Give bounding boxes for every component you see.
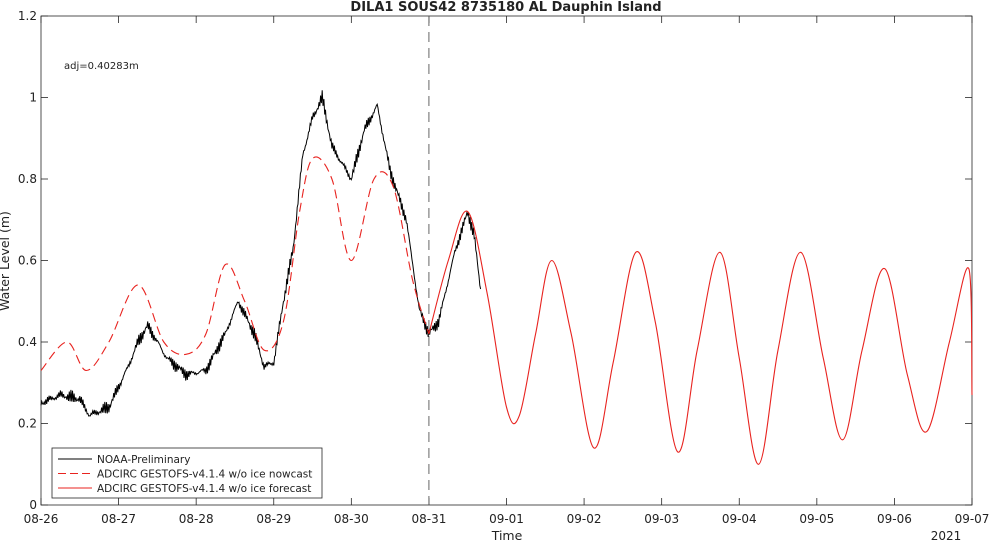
x-tick-label: 09-07 <box>955 512 989 526</box>
axes-layer: 0 0.2 0.4 0.6 0.8 1 1.2 08-26 08-27 08-28 08-29 08-… <box>18 9 989 526</box>
x-axis-label: Time <box>491 528 523 541</box>
legend-label: ADCIRC GESTOFS-v4.1.4 w/o ice forecast <box>97 483 311 495</box>
x-tick-label: 08-28 <box>179 512 214 526</box>
series-line-2 <box>40 156 430 372</box>
legend-label: ADCIRC GESTOFS-v4.1.4 w/o ice nowcast <box>97 469 312 481</box>
y-tick-label: 0.6 <box>18 254 37 268</box>
x-tick-label: 08-26 <box>24 512 59 526</box>
y-tick-label: 1 <box>29 91 37 105</box>
y-axis-label: Water Level (m) <box>0 211 12 311</box>
y-tick-label: 0.8 <box>18 172 37 186</box>
legend-box <box>51 447 323 499</box>
x-tick-label: 08-29 <box>256 512 291 526</box>
x-tick-label: 09-03 <box>644 512 679 526</box>
x-tick-label: 08-30 <box>334 512 369 526</box>
series-line-1 <box>40 90 482 417</box>
chart-title: DILA1 SOUS42 8735180 AL Dauphin Island <box>350 0 661 15</box>
x-tick-label: 09-01 <box>489 512 524 526</box>
x-tick-label: 09-06 <box>877 512 912 526</box>
y-tick-label: 1.2 <box>18 9 37 23</box>
series-layer <box>40 90 973 465</box>
x-tick-label: 08-31 <box>411 512 446 526</box>
legend-label: NOAA-Preliminary <box>97 454 190 466</box>
y-tick-label: 0.2 <box>18 417 37 431</box>
x-tick-label: 08-27 <box>101 512 136 526</box>
x-tick-label: 09-04 <box>722 512 757 526</box>
x-tick-label: 09-05 <box>799 512 834 526</box>
x-tick-label: 09-02 <box>567 512 602 526</box>
series-line-3 <box>428 210 973 465</box>
adjustment-annotation: adj=0.40283m <box>64 61 139 72</box>
y-tick-label: 0.4 <box>18 335 37 349</box>
year-label: 2021 <box>931 529 962 541</box>
y-tick-label: 0 <box>29 498 37 512</box>
legend: NOAA-Preliminary ADCIRC GESTOFS-v4.1.4 w/… <box>51 447 323 499</box>
